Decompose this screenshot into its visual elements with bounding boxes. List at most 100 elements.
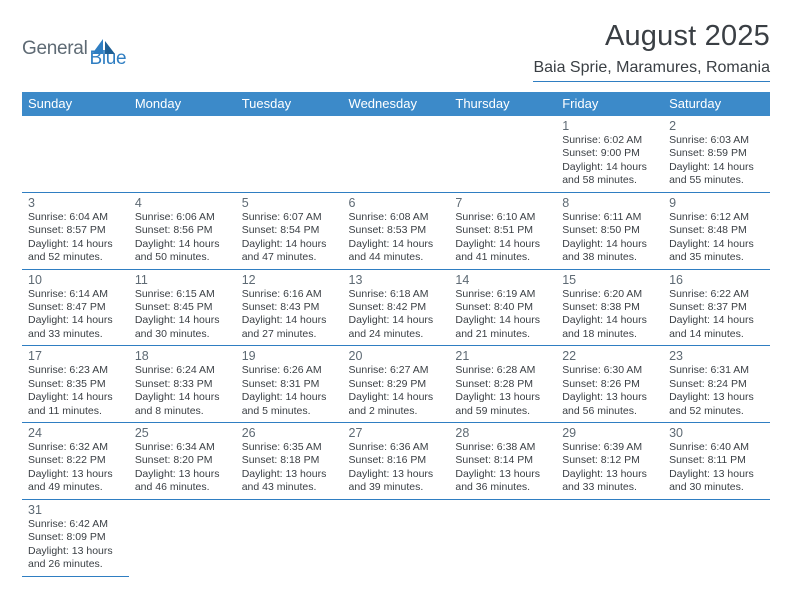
sunset-line: Sunset: 8:33 PM: [135, 378, 232, 391]
sunset-line: Sunset: 8:37 PM: [669, 301, 766, 314]
calendar-cell: [449, 116, 556, 192]
calendar-cell: 12Sunrise: 6:16 AMSunset: 8:43 PMDayligh…: [236, 269, 343, 346]
day-number: 14: [455, 273, 552, 287]
day-number: 17: [28, 349, 125, 363]
sunset-line: Sunset: 8:26 PM: [562, 378, 659, 391]
calendar-cell: 14Sunrise: 6:19 AMSunset: 8:40 PMDayligh…: [449, 269, 556, 346]
daylight-line: Daylight: 14 hours and 30 minutes.: [135, 314, 232, 341]
day-header-row: SundayMondayTuesdayWednesdayThursdayFrid…: [22, 92, 770, 116]
sunrise-line: Sunrise: 6:32 AM: [28, 441, 125, 454]
day-number: 1: [562, 119, 659, 133]
sunset-line: Sunset: 8:43 PM: [242, 301, 339, 314]
daylight-line: Daylight: 14 hours and 18 minutes.: [562, 314, 659, 341]
calendar-cell: 2Sunrise: 6:03 AMSunset: 8:59 PMDaylight…: [663, 116, 770, 192]
sunset-line: Sunset: 8:16 PM: [349, 454, 446, 467]
calendar-cell: 5Sunrise: 6:07 AMSunset: 8:54 PMDaylight…: [236, 192, 343, 269]
sunrise-line: Sunrise: 6:35 AM: [242, 441, 339, 454]
title-block: August 2025 Baia Sprie, Maramures, Roman…: [533, 20, 770, 82]
calendar-cell: 18Sunrise: 6:24 AMSunset: 8:33 PMDayligh…: [129, 346, 236, 423]
sunset-line: Sunset: 8:31 PM: [242, 378, 339, 391]
daylight-line: Daylight: 13 hours and 49 minutes.: [28, 468, 125, 495]
sunrise-line: Sunrise: 6:15 AM: [135, 288, 232, 301]
day-number: 9: [669, 196, 766, 210]
calendar-cell: 23Sunrise: 6:31 AMSunset: 8:24 PMDayligh…: [663, 346, 770, 423]
day-number: 2: [669, 119, 766, 133]
daylight-line: Daylight: 14 hours and 47 minutes.: [242, 238, 339, 265]
day-number: 12: [242, 273, 339, 287]
daylight-line: Daylight: 14 hours and 35 minutes.: [669, 238, 766, 265]
calendar-cell: 28Sunrise: 6:38 AMSunset: 8:14 PMDayligh…: [449, 423, 556, 500]
calendar-cell: 29Sunrise: 6:39 AMSunset: 8:12 PMDayligh…: [556, 423, 663, 500]
calendar-cell: 31Sunrise: 6:42 AMSunset: 8:09 PMDayligh…: [22, 499, 129, 576]
daylight-line: Daylight: 13 hours and 59 minutes.: [455, 391, 552, 418]
sunset-line: Sunset: 8:24 PM: [669, 378, 766, 391]
sunset-line: Sunset: 8:51 PM: [455, 224, 552, 237]
logo-text-general: General: [22, 38, 88, 60]
sunrise-line: Sunrise: 6:02 AM: [562, 134, 659, 147]
day-number: 10: [28, 273, 125, 287]
day-number: 20: [349, 349, 446, 363]
daylight-line: Daylight: 13 hours and 26 minutes.: [28, 545, 125, 572]
calendar-week: 31Sunrise: 6:42 AMSunset: 8:09 PMDayligh…: [22, 499, 770, 576]
daylight-line: Daylight: 14 hours and 33 minutes.: [28, 314, 125, 341]
day-number: 25: [135, 426, 232, 440]
sunset-line: Sunset: 8:40 PM: [455, 301, 552, 314]
calendar-cell: [449, 499, 556, 576]
sunrise-line: Sunrise: 6:06 AM: [135, 211, 232, 224]
sunset-line: Sunset: 8:57 PM: [28, 224, 125, 237]
daylight-line: Daylight: 14 hours and 41 minutes.: [455, 238, 552, 265]
daylight-line: Daylight: 13 hours and 33 minutes.: [562, 468, 659, 495]
day-number: 18: [135, 349, 232, 363]
calendar-cell: [22, 116, 129, 192]
day-header: Sunday: [22, 92, 129, 116]
sunset-line: Sunset: 8:53 PM: [349, 224, 446, 237]
day-number: 11: [135, 273, 232, 287]
day-number: 8: [562, 196, 659, 210]
calendar-cell: 21Sunrise: 6:28 AMSunset: 8:28 PMDayligh…: [449, 346, 556, 423]
sunrise-line: Sunrise: 6:24 AM: [135, 364, 232, 377]
calendar-week: 1Sunrise: 6:02 AMSunset: 9:00 PMDaylight…: [22, 116, 770, 192]
daylight-line: Daylight: 14 hours and 2 minutes.: [349, 391, 446, 418]
day-number: 13: [349, 273, 446, 287]
calendar-body: 1Sunrise: 6:02 AMSunset: 9:00 PMDaylight…: [22, 116, 770, 576]
sunrise-line: Sunrise: 6:31 AM: [669, 364, 766, 377]
sunset-line: Sunset: 8:28 PM: [455, 378, 552, 391]
day-number: 27: [349, 426, 446, 440]
sunset-line: Sunset: 8:14 PM: [455, 454, 552, 467]
calendar-table: SundayMondayTuesdayWednesdayThursdayFrid…: [22, 92, 770, 577]
calendar-cell: 30Sunrise: 6:40 AMSunset: 8:11 PMDayligh…: [663, 423, 770, 500]
sunset-line: Sunset: 8:12 PM: [562, 454, 659, 467]
page: General Blue August 2025 Baia Sprie, Mar…: [0, 0, 792, 577]
sunrise-line: Sunrise: 6:27 AM: [349, 364, 446, 377]
daylight-line: Daylight: 14 hours and 27 minutes.: [242, 314, 339, 341]
day-header: Saturday: [663, 92, 770, 116]
calendar-head: SundayMondayTuesdayWednesdayThursdayFrid…: [22, 92, 770, 116]
day-number: 21: [455, 349, 552, 363]
calendar-cell: 25Sunrise: 6:34 AMSunset: 8:20 PMDayligh…: [129, 423, 236, 500]
day-header: Friday: [556, 92, 663, 116]
daylight-line: Daylight: 14 hours and 24 minutes.: [349, 314, 446, 341]
daylight-line: Daylight: 14 hours and 58 minutes.: [562, 161, 659, 188]
sunrise-line: Sunrise: 6:40 AM: [669, 441, 766, 454]
day-number: 16: [669, 273, 766, 287]
calendar-cell: 1Sunrise: 6:02 AMSunset: 9:00 PMDaylight…: [556, 116, 663, 192]
sunrise-line: Sunrise: 6:18 AM: [349, 288, 446, 301]
sunset-line: Sunset: 9:00 PM: [562, 147, 659, 160]
daylight-line: Daylight: 13 hours and 46 minutes.: [135, 468, 232, 495]
day-number: 5: [242, 196, 339, 210]
daylight-line: Daylight: 14 hours and 21 minutes.: [455, 314, 552, 341]
sunrise-line: Sunrise: 6:16 AM: [242, 288, 339, 301]
sunrise-line: Sunrise: 6:28 AM: [455, 364, 552, 377]
calendar-cell: 7Sunrise: 6:10 AMSunset: 8:51 PMDaylight…: [449, 192, 556, 269]
calendar-week: 17Sunrise: 6:23 AMSunset: 8:35 PMDayligh…: [22, 346, 770, 423]
header: General Blue August 2025 Baia Sprie, Mar…: [22, 20, 770, 82]
calendar-cell: 10Sunrise: 6:14 AMSunset: 8:47 PMDayligh…: [22, 269, 129, 346]
calendar-cell: 3Sunrise: 6:04 AMSunset: 8:57 PMDaylight…: [22, 192, 129, 269]
day-number: 28: [455, 426, 552, 440]
sunrise-line: Sunrise: 6:34 AM: [135, 441, 232, 454]
calendar-cell: 16Sunrise: 6:22 AMSunset: 8:37 PMDayligh…: [663, 269, 770, 346]
sunset-line: Sunset: 8:20 PM: [135, 454, 232, 467]
sunrise-line: Sunrise: 6:42 AM: [28, 518, 125, 531]
day-number: 15: [562, 273, 659, 287]
daylight-line: Daylight: 13 hours and 30 minutes.: [669, 468, 766, 495]
